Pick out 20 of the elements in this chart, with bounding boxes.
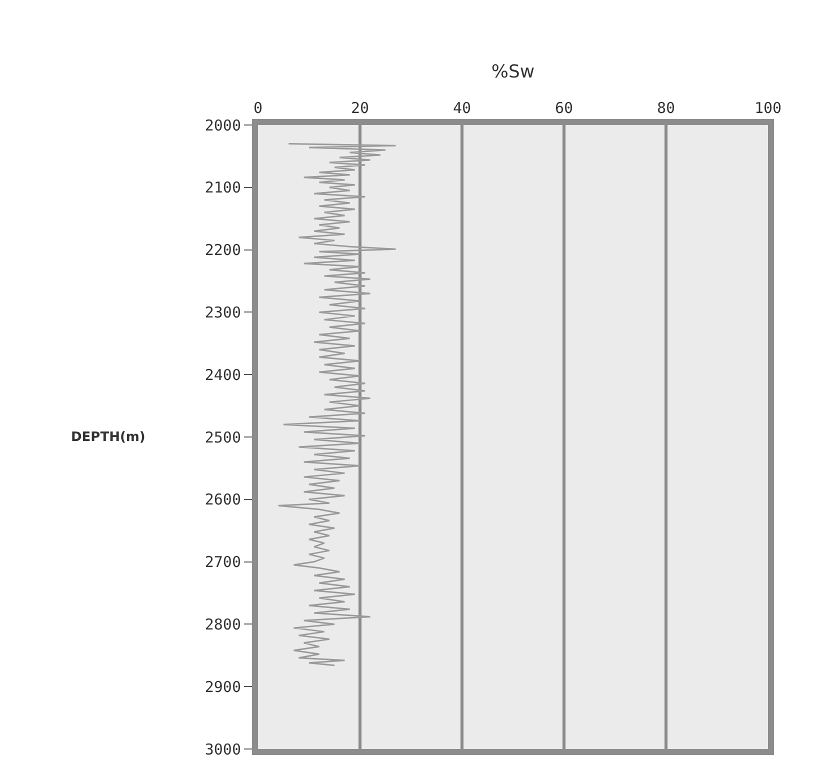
y-tick-label: 2800 — [204, 615, 241, 634]
y-tick-label: 2300 — [204, 303, 241, 322]
y-tick-label: 2500 — [204, 428, 241, 446]
y-axis-title: DEPTH(m) — [71, 430, 146, 445]
y-tick-label: 2200 — [204, 241, 241, 260]
y-tick-label: 2100 — [204, 178, 241, 197]
y-tick-label: 2700 — [204, 553, 241, 572]
x-tick-label: 100 — [754, 99, 782, 117]
x-tick-label: 20 — [350, 99, 370, 117]
line-series — [278, 142, 396, 666]
x-axis-title: %Sw — [491, 62, 535, 83]
y-tick-label: 2400 — [204, 366, 241, 384]
x-tick-label: 80 — [656, 99, 676, 117]
x-tick-label: 40 — [452, 99, 472, 117]
x-tick-label: 0 — [253, 99, 263, 117]
y-tick-label: 3000 — [204, 740, 241, 758]
x-tick-label: 60 — [554, 99, 574, 117]
y-tick-label: 2900 — [204, 678, 241, 696]
y-tick-label: 2600 — [204, 490, 241, 509]
y-tick-label: 2000 — [204, 116, 241, 134]
